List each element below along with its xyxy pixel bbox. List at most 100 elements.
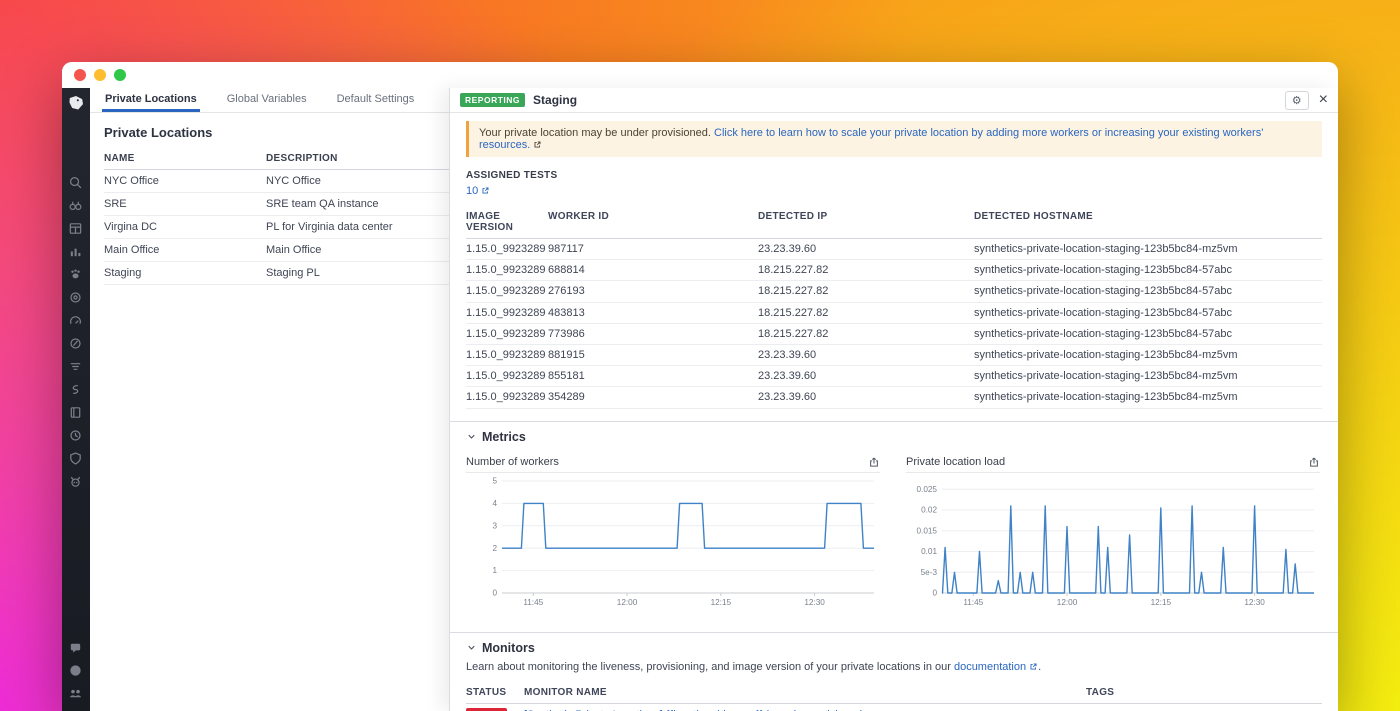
status-badge: REPORTING — [460, 93, 526, 107]
underprovisioned-warning: Your private location may be under provi… — [466, 121, 1322, 157]
location-name: SRE — [104, 198, 127, 210]
location-row[interactable]: Virgina DC PL for Virginia data center — [104, 216, 534, 239]
monitors-description: Learn about monitoring the liveness, pro… — [466, 660, 1042, 673]
close-panel-button[interactable]: × — [1319, 92, 1328, 108]
export-icon[interactable] — [868, 456, 880, 468]
monitors-section-header[interactable]: Monitors — [466, 633, 1322, 657]
ci-icon[interactable] — [68, 359, 84, 375]
location-description: NYC Office — [266, 175, 321, 187]
close-icon: × — [1318, 91, 1328, 108]
svg-text:12:00: 12:00 — [617, 598, 638, 607]
detected-ip: 23.23.39.60 — [758, 391, 817, 404]
location-name: Main Office — [104, 244, 160, 256]
minimize-window-button[interactable] — [94, 69, 106, 81]
locations-table-header: NAME DESCRIPTION — [104, 149, 534, 170]
svg-text:12:30: 12:30 — [1244, 598, 1265, 607]
worker-id: 688814 — [548, 264, 585, 277]
chevron-down-icon — [466, 642, 477, 653]
monitor-link[interactable]: [Synthetic Private Locations] {{location… — [524, 709, 862, 711]
monitors-icon[interactable] — [68, 267, 84, 283]
worker-id: 987117 — [548, 243, 584, 256]
worker-id: 276193 — [548, 285, 585, 298]
worker-row[interactable]: 1.15.0_9923289 855181 23.23.39.60 synthe… — [466, 366, 1322, 388]
documentation-link[interactable]: documentation — [953, 660, 1027, 673]
warning-link[interactable]: Click here to learn how to scale your pr… — [479, 127, 1264, 151]
detected-ip: 23.23.39.60 — [758, 349, 817, 362]
svg-text:0.02: 0.02 — [921, 505, 937, 514]
export-icon[interactable] — [1308, 456, 1320, 468]
svg-text:4: 4 — [492, 499, 497, 508]
service-map-icon[interactable] — [68, 382, 84, 398]
tab[interactable]: Global Variables — [226, 93, 307, 105]
infrastructure-icon[interactable] — [68, 244, 84, 260]
panel-header: REPORTING Staging ⚙ × — [450, 88, 1338, 113]
close-window-button[interactable] — [74, 69, 86, 81]
workers-chart[interactable]: 0 1 2 3 4 5 11:45 12:00 12:15 12:30 — [466, 473, 880, 613]
svg-text:12:15: 12:15 — [711, 598, 732, 607]
watchdog-icon[interactable] — [68, 198, 84, 214]
detected-ip: 18.215.227.82 — [758, 285, 829, 298]
nav-rail: ? — [62, 88, 90, 711]
svg-text:0.015: 0.015 — [917, 526, 938, 535]
worker-row[interactable]: 1.15.0_9923289 688814 18.215.227.82 synt… — [466, 260, 1322, 282]
chart-title: Private location load — [906, 455, 1006, 468]
worker-row[interactable]: 1.15.0_9923289 987117 23.23.39.60 synthe… — [466, 239, 1322, 261]
schedule-icon[interactable] — [68, 428, 84, 444]
image-version: 1.15.0_9923289 — [466, 306, 546, 319]
location-description: Main Office — [266, 244, 322, 256]
chat-icon[interactable] — [68, 640, 84, 656]
warning-text: Your private location may be under provi… — [479, 127, 715, 139]
worker-row[interactable]: 1.15.0_9923289 483813 18.215.227.82 synt… — [466, 303, 1322, 324]
svg-text:12:15: 12:15 — [1151, 598, 1172, 607]
image-version: 1.15.0_9923289 — [466, 285, 546, 298]
external-link-icon — [1029, 662, 1038, 671]
location-name: Staging — [104, 267, 142, 279]
chart-title: Number of workers — [466, 455, 559, 468]
worker-id: 773986 — [548, 327, 585, 340]
location-row[interactable]: Staging Staging PL — [104, 262, 534, 285]
worker-id: 483813 — [548, 306, 585, 319]
metrics-section-header[interactable]: Metrics — [466, 422, 1322, 446]
svg-text:12:00: 12:00 — [1057, 598, 1078, 607]
location-row[interactable]: SRE SRE team QA instance — [104, 193, 534, 216]
zoom-window-button[interactable] — [114, 69, 126, 81]
monitor-row: ALERT [Synthetic Private Locations] {{lo… — [466, 704, 1322, 711]
monitors-table: STATUS MONITOR NAME TAGS ALERT [Syntheti… — [466, 683, 1322, 711]
worker-row[interactable]: 1.15.0_9923289 881915 23.23.39.60 synthe… — [466, 345, 1322, 367]
integrations-icon[interactable] — [68, 290, 84, 306]
worker-id: 855181 — [548, 370, 585, 383]
settings-button[interactable]: ⚙ — [1284, 90, 1309, 110]
search-icon[interactable] — [68, 175, 84, 191]
team-icon[interactable] — [68, 686, 84, 702]
assigned-tests-count-link[interactable]: 10 — [466, 185, 479, 197]
column-status: STATUS — [466, 686, 507, 698]
apm-icon[interactable] — [68, 313, 84, 329]
svg-text:5e-3: 5e-3 — [921, 567, 938, 576]
synthetics-icon[interactable] — [68, 474, 84, 490]
column-name: NAME — [104, 153, 135, 164]
detected-hostname: synthetics-private-location-staging-123b… — [974, 327, 1233, 340]
svg-text:0.01: 0.01 — [921, 547, 937, 556]
detected-hostname: synthetics-private-location-staging-123b… — [974, 306, 1233, 319]
image-version: 1.15.0_9923289 — [466, 243, 546, 256]
column-description: DESCRIPTION — [266, 153, 338, 164]
notebooks-icon[interactable] — [68, 336, 84, 352]
worker-row[interactable]: 1.15.0_9923289 276193 18.215.227.82 synt… — [466, 281, 1322, 303]
image-version: 1.15.0_9923289 — [466, 264, 546, 277]
tab[interactable]: Private Locations — [102, 88, 200, 112]
help-icon[interactable]: ? — [68, 663, 84, 679]
load-chart[interactable]: 0 5e-3 0.01 0.015 0.02 0.025 11:45 12:00 12:15 12… — [906, 473, 1320, 613]
security-icon[interactable] — [68, 451, 84, 467]
worker-row[interactable]: 1.15.0_9923289 773986 18.215.227.82 synt… — [466, 324, 1322, 345]
logs-icon[interactable] — [68, 405, 84, 421]
dashboards-icon[interactable] — [68, 221, 84, 237]
worker-id: 881915 — [548, 349, 585, 362]
location-description: Staging PL — [266, 267, 320, 279]
location-row[interactable]: Main Office Main Office — [104, 239, 534, 262]
detected-ip: 18.215.227.82 — [758, 327, 829, 340]
tab[interactable]: Default Settings — [336, 93, 415, 105]
location-row[interactable]: NYC Office NYC Office — [104, 170, 534, 193]
workers-table-header: IMAGE VERSION WORKER ID DETECTED IP DETE… — [466, 207, 1322, 239]
svg-text:11:45: 11:45 — [963, 598, 983, 607]
worker-row[interactable]: 1.15.0_9923289 354289 23.23.39.60 synthe… — [466, 387, 1322, 409]
